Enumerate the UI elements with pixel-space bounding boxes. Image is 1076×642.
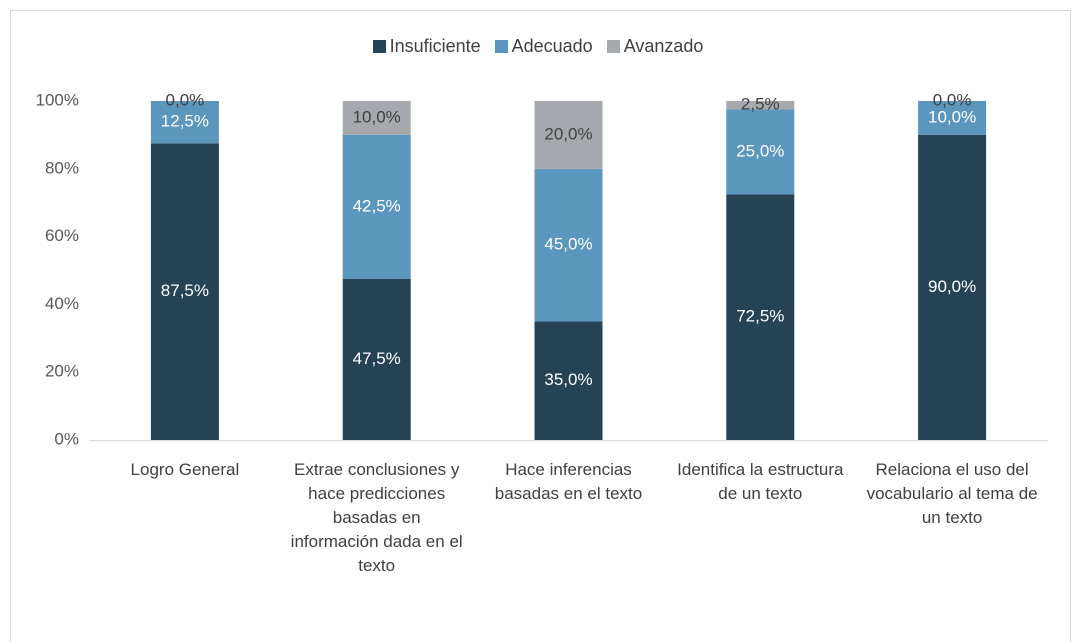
bar-segment [534, 168, 603, 322]
legend-item: Adecuado [494, 36, 593, 57]
x-tick-label: Extrae conclusiones y hace predicciones … [290, 460, 463, 575]
y-tick-label: 80% [45, 158, 79, 177]
y-tick-label: 20% [45, 362, 79, 381]
legend-swatch [494, 40, 508, 53]
bar-segment [342, 101, 411, 135]
legend-label: Avanzado [623, 36, 704, 56]
data-label: 47,5% [353, 349, 401, 368]
bar-segment [342, 134, 411, 279]
data-label: 87,5% [161, 281, 209, 300]
y-tick-label: 0% [54, 429, 79, 448]
data-label: 10,0% [928, 107, 976, 126]
legend-label: Adecuado [511, 36, 593, 56]
bar-segment [534, 321, 603, 440]
data-label: 20,0% [544, 124, 592, 143]
legend-item: Insuficiente [372, 36, 481, 57]
bar-segment [726, 109, 795, 195]
chart-border [10, 10, 1071, 642]
x-tick-label: Logro General [130, 460, 240, 479]
legend-swatch [606, 40, 620, 53]
legend: Insuficiente Adecuado Avanzado [0, 36, 1076, 57]
legend-label: Insuficiente [389, 36, 481, 56]
legend-item: Avanzado [606, 36, 704, 57]
data-label: 90,0% [928, 277, 976, 296]
x-tick-label: Hace inferencias basadas en el texto [494, 460, 643, 503]
data-label: 35,0% [544, 370, 592, 389]
bar-segment [150, 101, 219, 144]
data-label: 12,5% [161, 112, 209, 131]
data-label: 2,5% [741, 95, 780, 114]
bar-segment [726, 101, 795, 110]
bar-segment [918, 101, 987, 135]
y-tick-label: 40% [45, 294, 79, 313]
data-label: 42,5% [353, 196, 401, 215]
bar-segment [534, 101, 603, 169]
legend-swatch [372, 40, 386, 53]
y-tick-label: 100% [36, 90, 79, 109]
data-label: 0,0% [933, 90, 972, 109]
data-label: 10,0% [353, 107, 401, 126]
bar-segment [342, 278, 411, 440]
data-label: 25,0% [736, 141, 784, 160]
data-label: 45,0% [544, 235, 592, 254]
bar-segment [918, 134, 987, 440]
y-tick-label: 60% [45, 226, 79, 245]
x-tick-label: Relaciona el uso del vocabulario al tema… [866, 460, 1038, 527]
data-label: 72,5% [736, 307, 784, 326]
bar-segment [726, 194, 795, 440]
bar-segment [150, 143, 219, 440]
data-label: 0,0% [166, 90, 205, 109]
x-tick-label: Identifica la estructura de un texto [677, 460, 844, 503]
